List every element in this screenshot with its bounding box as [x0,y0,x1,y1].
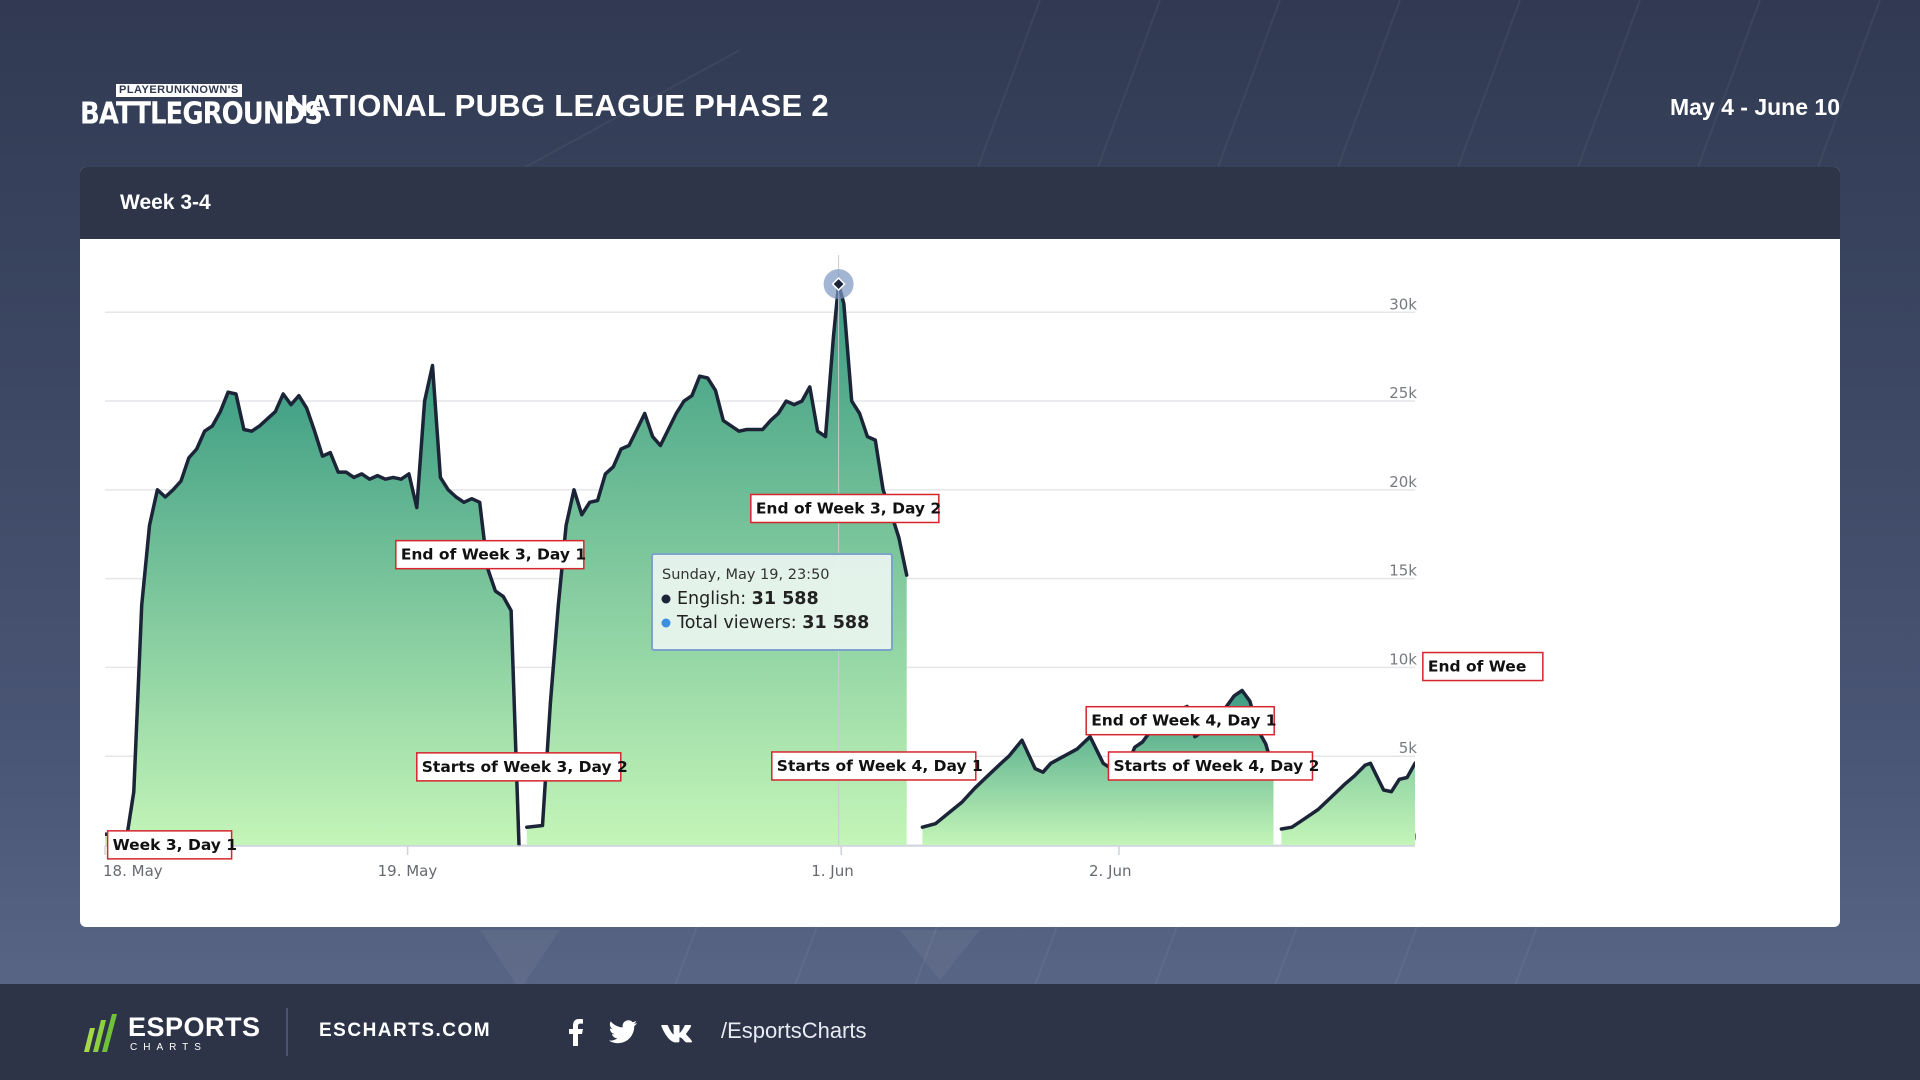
annotation-box [416,752,622,782]
tooltip-row-label: English: [677,589,752,609]
series-line[interactable] [525,282,909,829]
footer: ESPORTS CHARTS ESCHARTS.COM /EsportsChar… [0,984,1920,1080]
date-range: May 4 - June 10 [1669,94,1840,120]
annotation-box [1422,651,1544,682]
tooltip-row-value: 31 588 [802,613,869,633]
hover-marker[interactable] [831,277,846,292]
y-tick-label: 15k [1389,562,1417,580]
annotation-flag: Starts of Week 3, Day 2 [416,752,628,782]
tooltip-dot [661,594,671,604]
tooltip-row-value: 31 588 [752,589,819,609]
series-area [1281,763,1415,845]
annotation-label: Starts of Week 3, Day 2 [422,758,628,776]
annotation-label: Starts of Week 4, Day 1 [777,757,983,775]
facebook-icon[interactable] [566,1018,584,1046]
annotation-label: End of Week 4, Day 1 [1091,712,1276,730]
annotation-flag: Week 3, Day 1 [106,830,237,860]
page-header: PLAYERUNKNOWN'S BATTLEGROUNDS NATIONAL P… [80,80,1840,140]
annotation-flag: End of Week 4, Day 1 [1085,705,1277,736]
pubg-logo: PLAYERUNKNOWN'S BATTLEGROUNDS [80,84,323,132]
brand-name: ESPORTS [128,1012,261,1042]
tooltip-row-text: Total viewers: 31 588 [676,613,869,633]
twitter-icon[interactable] [608,1018,638,1046]
annotation-box [395,539,585,570]
y-tick-label: 10k [1389,650,1417,668]
tooltip-row-text: English: 31 588 [677,589,819,609]
annotation-label: Week 3, Day 1 [113,836,237,854]
site-link[interactable]: ESCHARTS.COM [319,1020,492,1041]
footer-divider [286,1008,288,1056]
annotation-label: End of Wee [1428,658,1526,676]
y-tick-label: 25k [1389,384,1417,402]
logo-big-text: BATTLEGROUNDS [80,96,323,132]
vk-icon[interactable] [660,1018,696,1046]
annotation-box [1085,705,1275,736]
annotation-flag: End of Week 3, Day 1 [395,539,586,570]
tooltip-row-label: Total viewers: [676,613,802,633]
social-handle: /EsportsCharts [721,1018,867,1043]
annotation-label: Starts of Week 4, Day 2 [1113,757,1319,775]
logo-small-text: PLAYERUNKNOWN'S [116,84,242,97]
series-area [105,365,519,845]
tooltip-dot [661,618,671,628]
annotation-box [771,751,977,781]
annotation-flag: Starts of Week 4, Day 1 [771,751,983,781]
tooltip-box [651,553,893,651]
x-tick-label: 2. Jun [1089,862,1132,880]
annotation-box [1107,751,1314,781]
x-tick-label: 1. Jun [811,862,854,880]
annotation-flag: End of Wee [1422,651,1544,682]
x-tick-label: 19. May [378,862,438,880]
annotation-flag: Starts of Week 4, Day 2 [1107,751,1319,781]
tooltip-date: Sunday, May 19, 23:50 [662,567,830,583]
page-title: NATIONAL PUBG LEAGUE PHASE 2 [286,88,829,123]
y-tick-label: 5k [1399,739,1418,757]
card-title: Week 3-4 [120,191,211,214]
annotations: Week 3, Day 1 End of Week 3, Day 1 Starts … [106,493,1544,860]
card-header: Week 3-4 [80,167,1840,239]
series-line[interactable] [105,363,521,847]
annotation-box [750,493,940,524]
y-tick-label: 30k [1389,295,1417,313]
x-tick-label: 18. May [103,862,163,880]
esports-charts-logo-icon [84,1014,117,1052]
series-line[interactable] [1279,634,1611,831]
annotation-label: End of Week 3, Day 1 [401,546,586,564]
annotation-label: End of Week 3, Day 2 [756,499,941,517]
annotation-flag: End of Week 3, Day 2 [750,493,941,524]
annotation-box [106,830,233,860]
y-tick-label: 20k [1389,473,1417,491]
brand-subtitle: CHARTS [130,1042,207,1053]
